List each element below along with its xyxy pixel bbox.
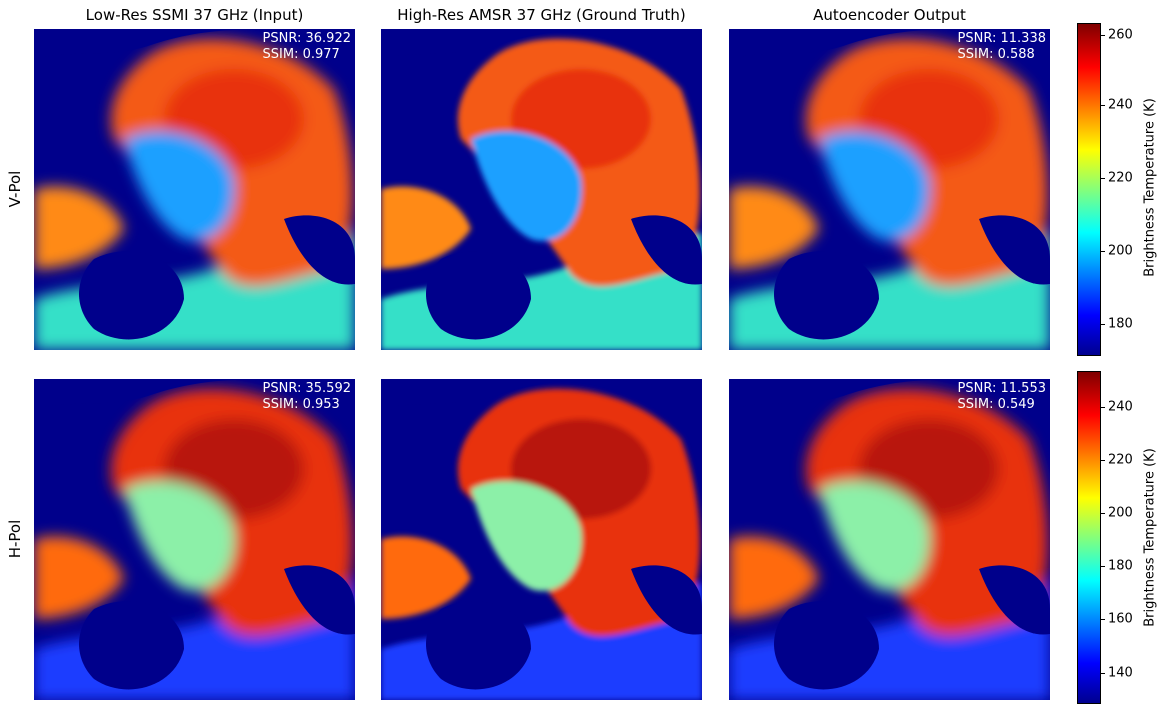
map-panel-vpol-input: PSNR: 36.922 SSIM: 0.977 [34,29,355,350]
map-panel-hpol-input: PSNR: 35.592 SSIM: 0.953 [34,379,355,700]
map-image [729,379,1050,700]
colorbar-vpol [1077,23,1101,356]
column-title-ground-truth: High-Res AMSR 37 GHz (Ground Truth) [397,6,686,24]
tick-label: 140 [1108,665,1133,681]
map-panel-hpol-ground-truth [381,379,702,700]
tick-label: 200 [1108,505,1133,521]
map-image [34,379,355,700]
tick-label: 180 [1108,316,1133,332]
map-panel-vpol-ground-truth [381,29,702,350]
tick-label: 180 [1108,558,1133,574]
colorbar-hpol [1077,371,1101,704]
row-label-vpol: V-Pol [6,170,24,208]
metrics-label: PSNR: 11.553 SSIM: 0.549 [957,381,1046,412]
column-title-autoencoder: Autoencoder Output [813,6,966,24]
tick-label: 240 [1108,97,1133,113]
map-image [381,29,702,350]
colorbar-vpol-ticks: 180 200 220 240 260 [1077,23,1157,356]
map-image [381,379,702,700]
colorbar-hpol-label: Brightness Temperature (K) [1142,448,1158,627]
metrics-label: PSNR: 36.922 SSIM: 0.977 [262,31,351,62]
metrics-label: PSNR: 35.592 SSIM: 0.953 [262,381,351,412]
tick-label: 260 [1108,27,1133,43]
colorbar-vpol-label: Brightness Temperature (K) [1142,98,1158,277]
tick-label: 220 [1108,170,1133,186]
map-panel-vpol-autoencoder: PSNR: 11.338 SSIM: 0.588 [729,29,1050,350]
tick-label: 240 [1108,399,1133,415]
map-image [729,29,1050,350]
map-panel-hpol-autoencoder: PSNR: 11.553 SSIM: 0.549 [729,379,1050,700]
tick-label: 220 [1108,452,1133,468]
column-title-input: Low-Res SSMI 37 GHz (Input) [85,6,304,24]
colorbar-hpol-ticks: 140 160 180 200 220 240 [1077,371,1157,704]
metrics-label: PSNR: 11.338 SSIM: 0.588 [957,31,1046,62]
map-image [34,29,355,350]
tick-label: 160 [1108,611,1133,627]
row-label-hpol: H-Pol [6,519,24,559]
tick-label: 200 [1108,243,1133,259]
